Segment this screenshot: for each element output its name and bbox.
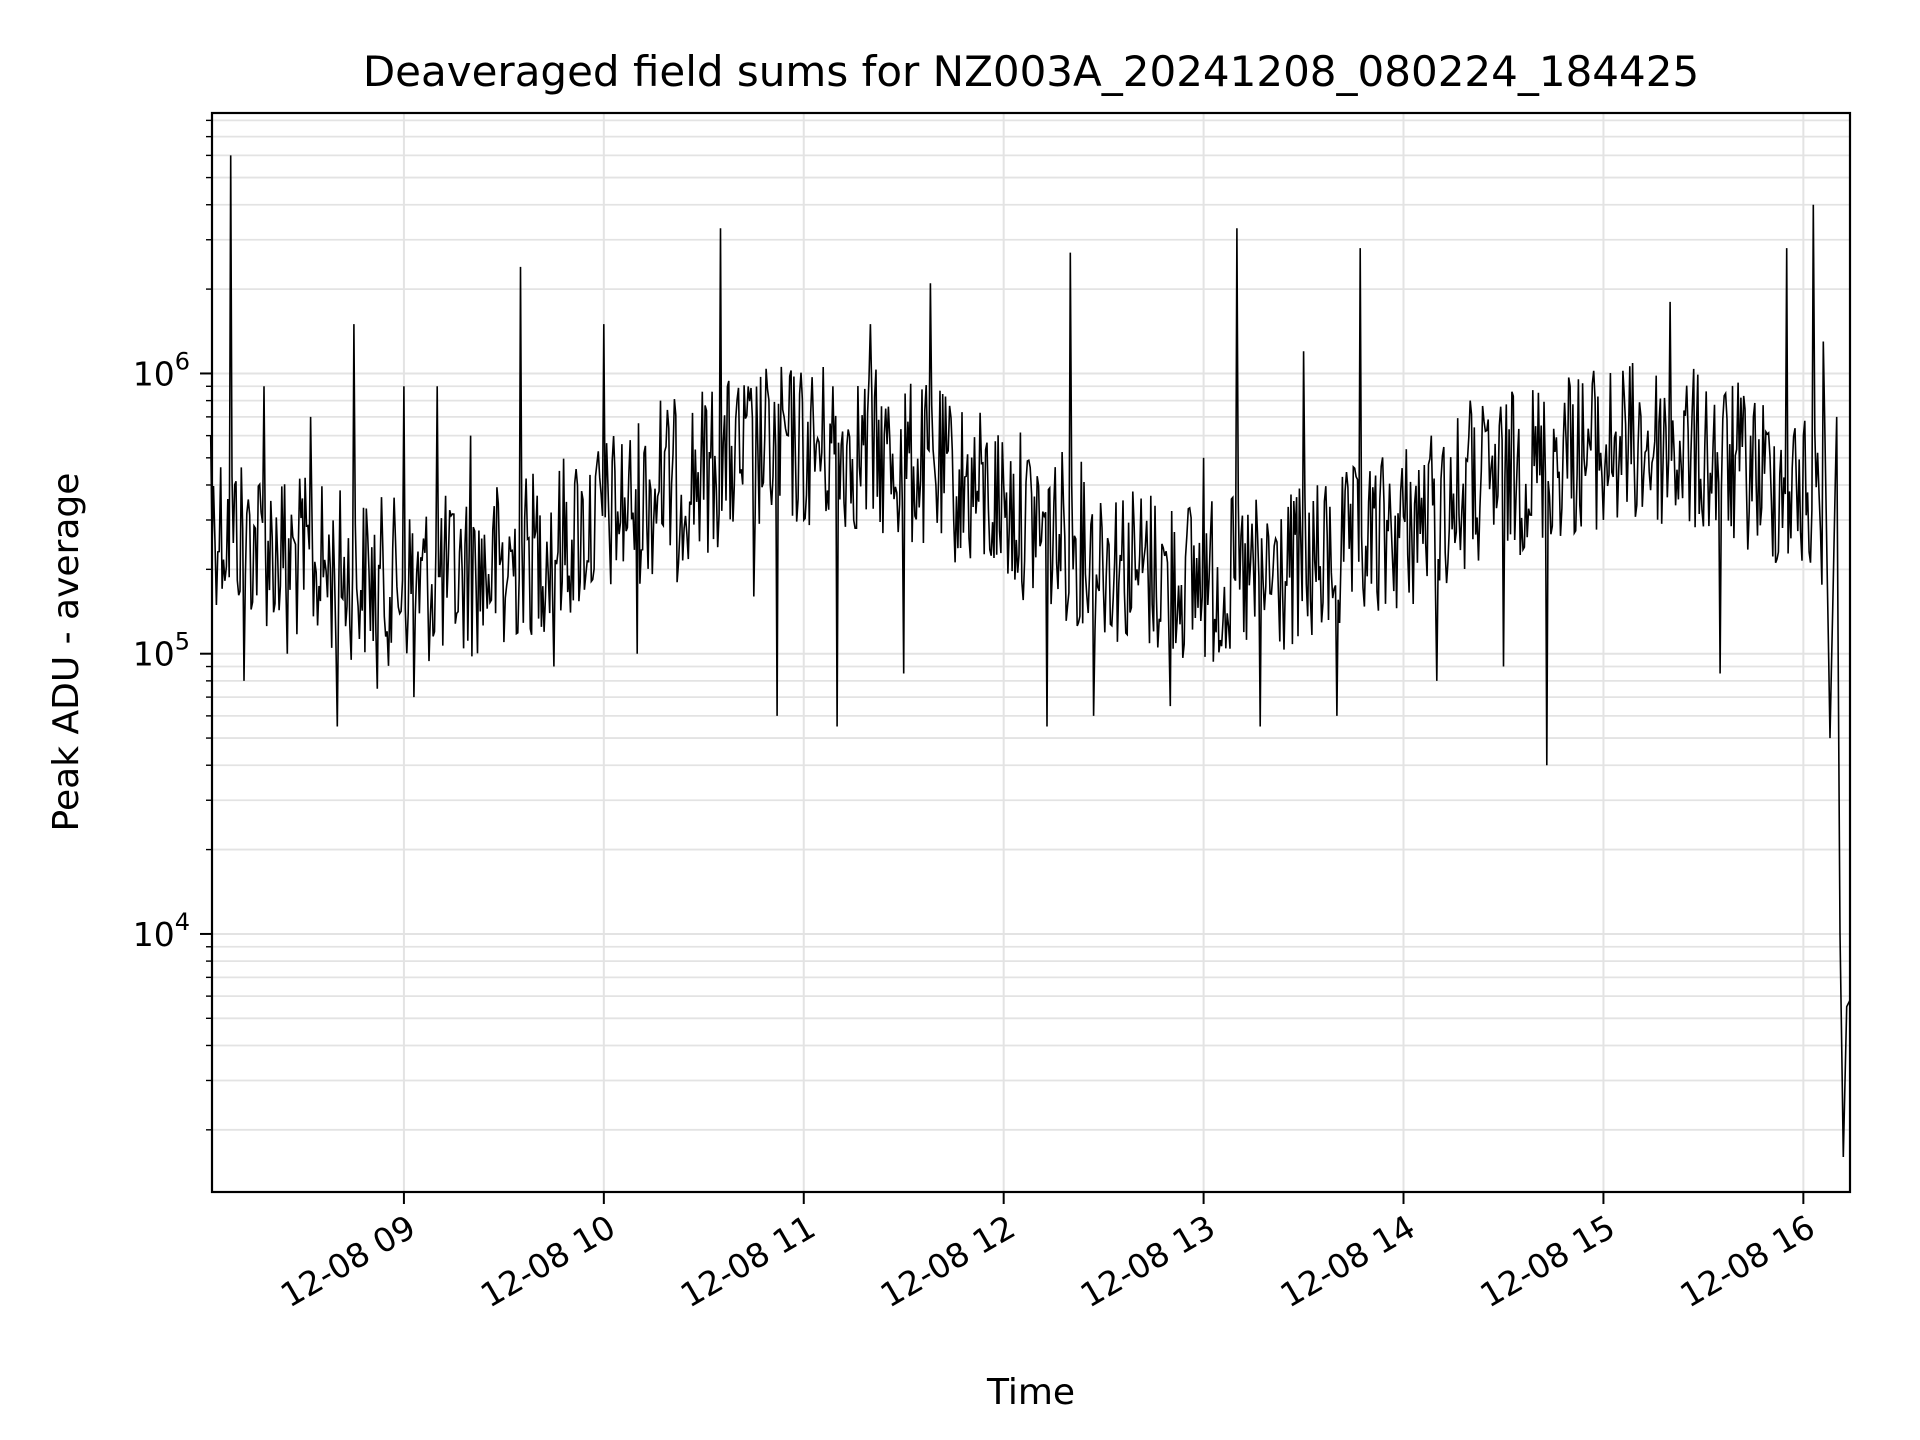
- x-tick-label: 12-08 09: [274, 1207, 422, 1315]
- x-tick-label: 12-08 15: [1473, 1207, 1621, 1315]
- y-gridlines: [212, 119, 1850, 1131]
- x-axis: 12-08 09 12-08 10 12-08 11 12-08 12 12-08 13…: [274, 1192, 1821, 1315]
- x-axis-label: Time: [986, 1372, 1075, 1413]
- y-axis-label: Peak ADU - average: [46, 473, 87, 832]
- y-axis: 104 105 106: [133, 119, 212, 1131]
- chart-title: Deaveraged field sums for NZ003A_2024120…: [363, 47, 1699, 96]
- y-tick-label: 104: [133, 908, 190, 954]
- plot-frame: [210, 111, 1852, 1194]
- x-tick-label: 12-08 12: [874, 1207, 1022, 1315]
- x-tick-label: 12-08 10: [474, 1207, 622, 1315]
- x-gridlines: [402, 113, 1805, 1192]
- x-tick-label: 12-08 14: [1274, 1207, 1422, 1315]
- x-tick-label: 12-08 11: [674, 1207, 822, 1315]
- y-tick-label: 105: [133, 628, 190, 674]
- y-tick-label: 106: [133, 347, 190, 393]
- series-line: [209, 155, 1851, 1158]
- x-tick-label: 12-08 13: [1074, 1207, 1222, 1315]
- x-tick-label: 12-08 16: [1673, 1207, 1821, 1315]
